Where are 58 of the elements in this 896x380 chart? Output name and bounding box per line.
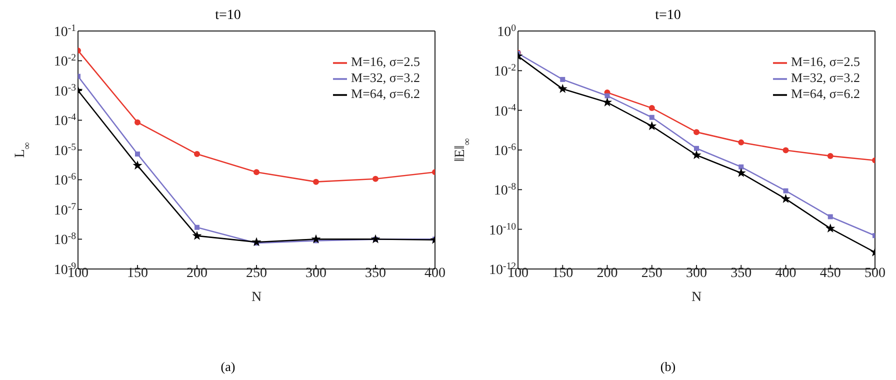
legend-label: M=32, σ=3.2 — [791, 70, 860, 86]
text: (a) — [220, 359, 236, 375]
point — [826, 223, 836, 233]
point — [372, 176, 378, 182]
y-tick-label: 10$^{-2}$ — [494, 62, 516, 80]
x-axis-title: N — [691, 290, 702, 305]
point — [134, 119, 140, 126]
legend-label: M=16, σ=2.5 — [791, 54, 860, 69]
point — [132, 160, 142, 170]
x-tick-label: 400 — [424, 266, 446, 281]
y-tick-label: 10$^{-5}$ — [54, 141, 76, 159]
text: (b) — [659, 359, 677, 375]
point — [370, 234, 380, 244]
point — [252, 237, 262, 246]
chart-title: t=10 — [654, 8, 682, 24]
point — [194, 151, 200, 158]
point — [558, 84, 568, 93]
point — [254, 169, 260, 176]
y-tick-label: 10$^{-2}$ — [54, 52, 76, 70]
y-tick-label: 10$^{-4}$ — [494, 102, 516, 120]
x-axis-title: N — [251, 290, 262, 305]
y-tick-label: 10$^{-6}$ — [54, 171, 76, 189]
chart-title: t=10 — [214, 8, 242, 24]
legend-label: M=16, σ=2.5 — [351, 54, 420, 69]
y-tick-label: 10$^{-8}$ — [54, 230, 76, 248]
point — [194, 224, 200, 230]
point — [560, 76, 566, 82]
y-tick-label: 10$^{-3}$ — [54, 82, 76, 100]
point — [313, 178, 319, 185]
point — [604, 93, 610, 98]
point — [736, 168, 746, 178]
point — [311, 234, 321, 244]
point — [738, 139, 744, 146]
y-tick-label: 10$^{-6}$ — [494, 141, 516, 159]
y-tick-label: 10$^{-4}$ — [54, 112, 76, 130]
point — [738, 164, 744, 170]
point — [135, 152, 140, 157]
point — [783, 188, 788, 194]
point — [648, 105, 655, 112]
point — [694, 146, 699, 151]
point — [827, 152, 834, 159]
point — [647, 121, 657, 130]
point — [782, 147, 789, 154]
point — [602, 97, 612, 106]
point — [692, 150, 702, 160]
y-tick-label: 10$^{-7}$ — [54, 200, 76, 218]
legend-label: M=64, σ=6.2 — [791, 86, 860, 102]
point — [780, 194, 791, 203]
point — [649, 114, 654, 120]
y-tick-label: 10$^{0}$ — [497, 22, 516, 40]
legend-label: M=32, σ=3.2 — [351, 70, 420, 86]
y-tick-label: 10$^{-10}$ — [488, 220, 516, 238]
point — [192, 230, 202, 240]
legend-label: M=64, σ=6.2 — [351, 86, 420, 102]
point — [694, 129, 700, 136]
point — [828, 214, 833, 220]
y-tick-label: 10$^{-8}$ — [494, 181, 516, 199]
y-tick-label: 10$^{-1}$ — [54, 22, 76, 40]
